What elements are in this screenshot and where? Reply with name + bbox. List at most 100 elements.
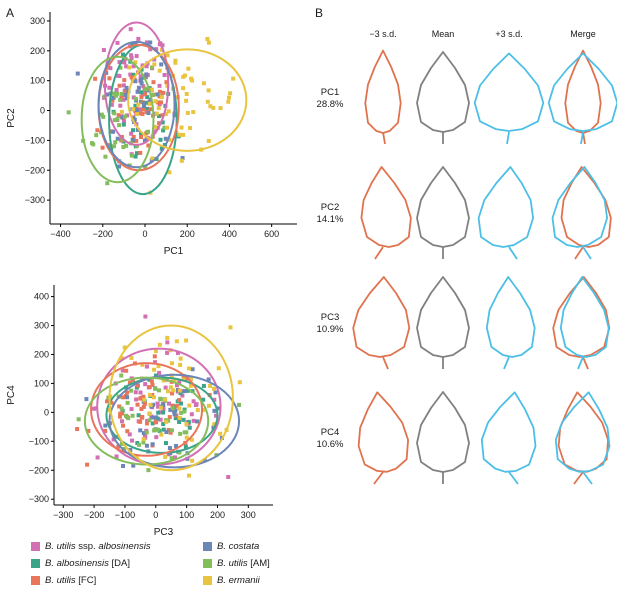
data-point (114, 454, 119, 459)
data-point (144, 40, 149, 45)
data-point (109, 102, 114, 107)
x-tick-label: −300 (53, 510, 73, 520)
data-point (75, 71, 80, 76)
confidence-ellipse (105, 376, 219, 454)
data-point (110, 98, 115, 103)
data-point (136, 102, 141, 107)
legend-item: B. utilis [FC] (31, 575, 96, 586)
data-point (184, 338, 189, 343)
data-point (142, 89, 147, 94)
data-point (131, 107, 136, 112)
data-point (105, 181, 110, 186)
leaf-mean (416, 166, 470, 248)
data-point (133, 60, 138, 65)
column-header: +3 s.d. (495, 29, 522, 39)
data-point (145, 129, 150, 134)
data-point (130, 438, 135, 443)
legend-label: B. albosinensis [DA] (45, 558, 131, 569)
data-point (154, 415, 159, 420)
data-point (150, 415, 155, 420)
data-point (119, 419, 124, 424)
data-point (138, 396, 143, 401)
data-point (205, 99, 210, 104)
leaf-plus-3sd (485, 276, 536, 358)
data-point (84, 397, 89, 402)
data-point (158, 397, 163, 402)
data-point (153, 386, 158, 391)
data-point (186, 66, 191, 71)
x-tick-label: −200 (84, 510, 104, 520)
leaf-merge-minus (560, 166, 612, 248)
data-point (140, 414, 145, 419)
y-tick-label: 300 (30, 16, 45, 26)
data-point (105, 92, 110, 97)
leaf-merge-plus-petiole (582, 246, 592, 260)
data-point (129, 55, 134, 60)
data-point (148, 40, 153, 45)
data-point (167, 446, 172, 451)
data-point (155, 401, 160, 406)
leaf-minus-3sd-petiole (382, 356, 389, 370)
data-point (127, 432, 132, 437)
data-point (152, 367, 157, 372)
data-point (147, 101, 152, 106)
leaf-plus-3sd-petiole (506, 131, 510, 145)
data-point (152, 129, 157, 134)
data-point (169, 456, 174, 461)
data-point (144, 430, 149, 435)
data-point (158, 405, 163, 410)
data-point (117, 164, 122, 169)
data-point (138, 419, 143, 424)
y-tick-label: 0 (44, 407, 49, 417)
y-tick-label: −300 (25, 195, 45, 205)
data-point (129, 355, 134, 360)
data-point (180, 393, 185, 398)
leaf-merge-minus (557, 391, 609, 473)
data-point (155, 100, 160, 105)
data-point (148, 402, 153, 407)
data-point (147, 411, 152, 416)
data-point (75, 427, 80, 432)
data-point (121, 52, 126, 57)
data-point (121, 97, 126, 102)
legend-item: B. utilis [AM] (203, 558, 270, 569)
data-point (177, 419, 182, 424)
pc-row-percent: 10.9% (317, 324, 344, 335)
data-point (228, 325, 233, 330)
data-point (148, 107, 153, 112)
legend-label: B. ermanii (217, 575, 260, 586)
data-point (165, 335, 170, 340)
data-point (179, 125, 184, 130)
x-tick-label: −100 (115, 510, 135, 520)
data-point (182, 389, 187, 394)
data-point (164, 430, 169, 435)
data-point (103, 154, 108, 159)
data-point (216, 406, 221, 411)
data-point (143, 382, 148, 387)
data-point (202, 458, 207, 463)
data-point (135, 112, 140, 117)
y-tick-label: 300 (34, 321, 49, 331)
data-point (142, 397, 147, 402)
confidence-ellipse (90, 362, 204, 457)
data-point (191, 399, 196, 404)
confidence-ellipse (80, 55, 155, 184)
data-point (123, 92, 128, 97)
data-point (151, 395, 156, 400)
data-point (145, 418, 150, 423)
data-point (124, 143, 129, 148)
data-point (93, 76, 98, 81)
data-point (134, 151, 139, 156)
data-point (162, 125, 167, 130)
data-point (174, 383, 179, 388)
data-point (142, 91, 147, 96)
y-tick-label: 0 (40, 106, 45, 116)
data-point (156, 427, 161, 432)
data-point (124, 85, 129, 90)
data-point (138, 77, 143, 82)
data-point (76, 417, 81, 422)
data-point (131, 72, 136, 77)
pc-row-percent: 14.1% (317, 214, 344, 225)
data-point (150, 442, 155, 447)
data-point (144, 64, 149, 69)
